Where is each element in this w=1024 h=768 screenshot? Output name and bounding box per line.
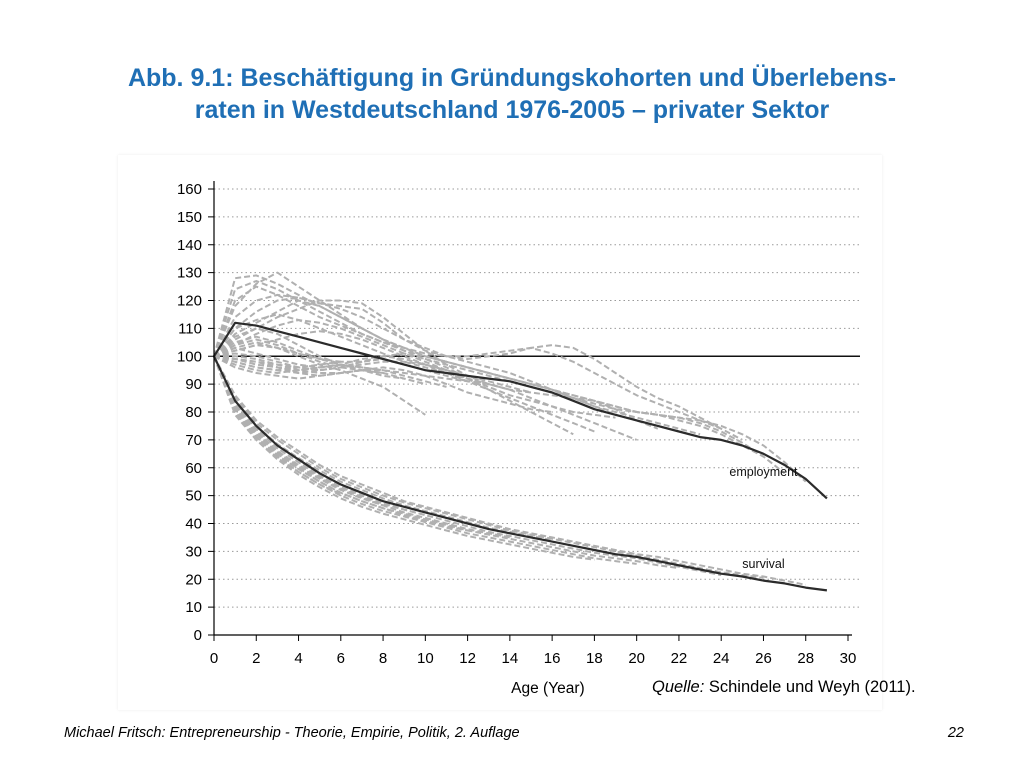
cohort-employment-line xyxy=(213,319,616,419)
y-tick-label: 130 xyxy=(177,265,202,282)
cohort-employment-line xyxy=(213,341,341,363)
chart-panel: 0 10 20 30 40 50 60 70 80 90 100 110 120 130 140 150 160… xyxy=(118,155,882,710)
page-title-line-1: Abb. 9.1: Beschäftigung in Gründungskoho… xyxy=(127,64,897,92)
cohort-employment-line xyxy=(213,327,405,380)
x-tick-label: 8 xyxy=(379,650,387,667)
x-tick-label: 12 xyxy=(459,650,476,667)
y-tick-label: 110 xyxy=(178,320,202,337)
cohort-survival-line xyxy=(213,355,680,570)
annotation-employment: employment xyxy=(729,465,798,479)
x-tick-label: 30 xyxy=(840,650,857,667)
x-tick-label: 2 xyxy=(252,650,260,667)
cohort-employment-line xyxy=(213,355,341,372)
y-tick-label: 140 xyxy=(177,237,202,254)
y-tick-label: 20 xyxy=(185,571,202,588)
cohort-survival-line xyxy=(213,355,384,507)
page-title-line-2: raten in Westdeutschland 1976-2005 – pri… xyxy=(194,96,830,124)
x-tick-label: 6 xyxy=(337,650,345,667)
cohort-employment-line xyxy=(213,293,722,430)
source-text: Schindele und Weyh (2011). xyxy=(704,678,916,696)
x-tick-label: 20 xyxy=(628,650,645,667)
y-tick-label: 120 xyxy=(177,293,202,310)
source-note: Quelle: Schindele und Weyh (2011). xyxy=(652,678,916,697)
y-tick-label: 160 xyxy=(177,181,202,198)
x-axis-title: Age (Year) xyxy=(511,680,585,697)
line-chart: 0102030405060708090100110120130140150160… xyxy=(177,181,860,697)
x-tick-label: 24 xyxy=(713,650,730,667)
y-tick-label: 150 xyxy=(177,209,202,226)
axes xyxy=(208,181,852,641)
annotation-survival: survival xyxy=(742,557,784,571)
x-tick-label: 16 xyxy=(544,650,561,667)
cohort-employment-line xyxy=(213,352,574,436)
survival-average-line xyxy=(213,355,828,592)
cohort-employment-line xyxy=(213,296,701,436)
cohort-employment-line xyxy=(213,355,426,386)
cohort-employment-line xyxy=(213,344,426,416)
cohort-survival-line xyxy=(213,355,637,565)
cohort-survival-line xyxy=(213,355,342,496)
footer-book-reference: Michael Fritsch: Entrepreneurship - Theo… xyxy=(64,725,520,741)
gridlines xyxy=(214,188,860,608)
footer-page-number: 22 xyxy=(947,725,964,741)
cohort-employment-line xyxy=(213,280,786,475)
average-series-group xyxy=(213,321,828,592)
cohort-survival-line xyxy=(213,355,426,517)
x-tick-label: 18 xyxy=(586,650,603,667)
x-tick-label: 4 xyxy=(294,650,302,667)
page-title: Abb. 9.1: Beschäftigung in Gründungskoho… xyxy=(40,62,984,126)
x-tick-label: 0 xyxy=(210,650,218,667)
y-tick-label: 30 xyxy=(185,543,202,560)
cohort-employment-line xyxy=(213,330,595,433)
x-tick-label: 22 xyxy=(671,650,688,667)
cohort-survival-line xyxy=(213,355,595,561)
cohort-employment-line xyxy=(213,299,659,430)
cohort-employment-line xyxy=(213,299,680,433)
cohort-employment-line xyxy=(213,352,468,383)
y-tick-label: 60 xyxy=(185,460,202,477)
cohort-survival-line xyxy=(213,355,806,586)
cohort-employment-line xyxy=(213,313,638,441)
x-tick-label: 14 xyxy=(502,650,519,667)
tick-labels: 0102030405060708090100110120130140150160… xyxy=(177,181,856,667)
y-tick-label: 40 xyxy=(185,516,202,533)
source-label: Quelle: xyxy=(652,678,705,696)
cohort-survival-line xyxy=(213,355,764,579)
x-tick-label: 28 xyxy=(797,650,814,667)
y-tick-label: 100 xyxy=(177,348,202,365)
y-tick-label: 50 xyxy=(185,488,202,505)
y-tick-label: 80 xyxy=(185,404,202,421)
x-tick-label: 26 xyxy=(755,650,772,667)
cohort-survival-line xyxy=(213,355,468,532)
cohort-survival-line xyxy=(213,355,511,539)
cohort-employment-line xyxy=(213,355,553,413)
y-tick-label: 0 xyxy=(194,627,202,644)
y-tick-label: 90 xyxy=(185,376,202,393)
cohort-employment-line xyxy=(213,338,384,374)
cohort-series-group xyxy=(213,271,807,586)
y-tick-label: 10 xyxy=(185,599,202,616)
x-tick-label: 10 xyxy=(417,650,434,667)
employment-average-line xyxy=(213,321,828,500)
y-tick-label: 70 xyxy=(185,432,202,449)
